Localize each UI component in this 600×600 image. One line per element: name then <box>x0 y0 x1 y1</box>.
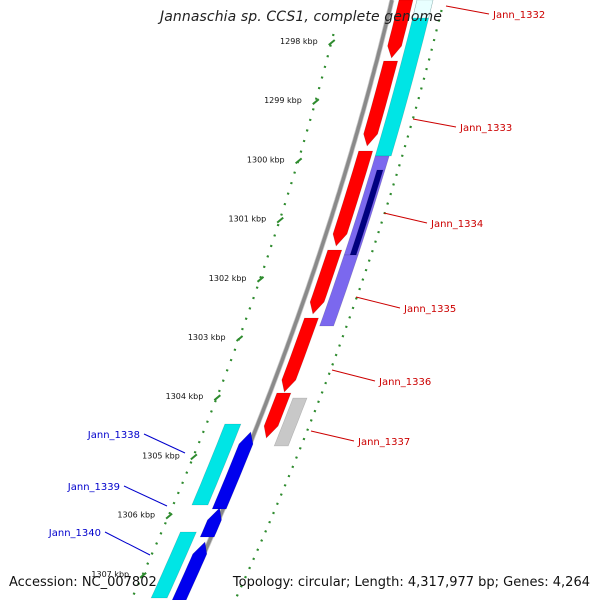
tick-mark <box>276 216 284 224</box>
gene-block-slate-2 <box>319 254 359 327</box>
leader-line <box>143 433 186 454</box>
gene-label-jann-1333: Jann_1333 <box>459 123 512 134</box>
leader-line <box>445 5 490 15</box>
tick-label: 1305 kbp <box>142 451 180 460</box>
tick-mark <box>256 276 265 283</box>
gene-block-jann-1334 <box>332 150 374 247</box>
gene-block-jann-1340 <box>171 541 208 600</box>
tick-mark <box>312 98 320 105</box>
tick-line <box>130 33 335 600</box>
gene-block-jann-1340-cyan <box>150 531 197 599</box>
map-title: Jannaschia sp. CCS1, complete genome <box>159 9 443 25</box>
outer-dashed-line <box>234 9 443 600</box>
leader-line <box>412 118 457 128</box>
tick-mark <box>213 394 221 401</box>
leader-line <box>123 485 168 507</box>
tick-mark <box>190 453 198 461</box>
gene-block-jann-1338-cyan <box>191 423 242 506</box>
gene-label-jann-1340: Jann_1340 <box>48 528 101 539</box>
tick-label: 1301 kbp <box>229 215 267 224</box>
tick-mark <box>294 157 303 165</box>
tick-label: 1302 kbp <box>209 274 247 283</box>
gene-block-jann-1338 <box>211 431 254 510</box>
tick-label: 1300 kbp <box>247 155 285 164</box>
gene-label-jann-1335: Jann_1335 <box>403 304 456 315</box>
genome-info-text: Topology: circular; Length: 4,317,977 bp… <box>232 575 590 590</box>
accession-text: Accession: NC_007802 <box>9 575 157 590</box>
gene-block-jann-1333 <box>363 60 399 147</box>
tick-label: 1306 kbp <box>117 511 155 520</box>
tick-label: 1303 kbp <box>188 333 226 342</box>
leader-line <box>355 296 401 309</box>
gene-block-jann-1337 <box>263 392 292 439</box>
gene-block-jann-1339 <box>199 507 222 538</box>
leader-line <box>310 430 355 442</box>
tick-label: 1299 kbp <box>264 96 302 105</box>
leader-line <box>104 531 151 556</box>
gene-label-jann-1339: Jann_1339 <box>67 482 120 493</box>
gene-block-jann-1332 <box>387 0 414 59</box>
gene-label-jann-1332: Jann_1332 <box>492 10 545 21</box>
backbone-shadow <box>180 0 395 600</box>
gene-block-pale <box>412 0 434 19</box>
tick-mark <box>139 572 147 579</box>
tick-label: 1304 kbp <box>166 392 204 401</box>
tick-label: 1307 kbp <box>91 570 129 579</box>
gene-block-jann-1336 <box>281 317 319 393</box>
leader-line <box>383 212 428 224</box>
gene-label-jann-1334: Jann_1334 <box>430 219 483 230</box>
gene-block-grey <box>273 397 308 447</box>
tick-mark <box>235 335 244 342</box>
tick-mark <box>165 512 173 520</box>
gene-label-jann-1338: Jann_1338 <box>87 430 140 441</box>
gene-label-jann-1337: Jann_1337 <box>357 437 410 448</box>
gene-label-jann-1336: Jann_1336 <box>378 377 431 388</box>
backbone <box>181 0 394 600</box>
leader-line <box>331 369 376 382</box>
tick-mark <box>328 39 336 46</box>
gene-block-cyan <box>374 0 434 157</box>
tick-label: 1298 kbp <box>280 37 318 46</box>
gene-block-jann-1335 <box>309 249 343 315</box>
